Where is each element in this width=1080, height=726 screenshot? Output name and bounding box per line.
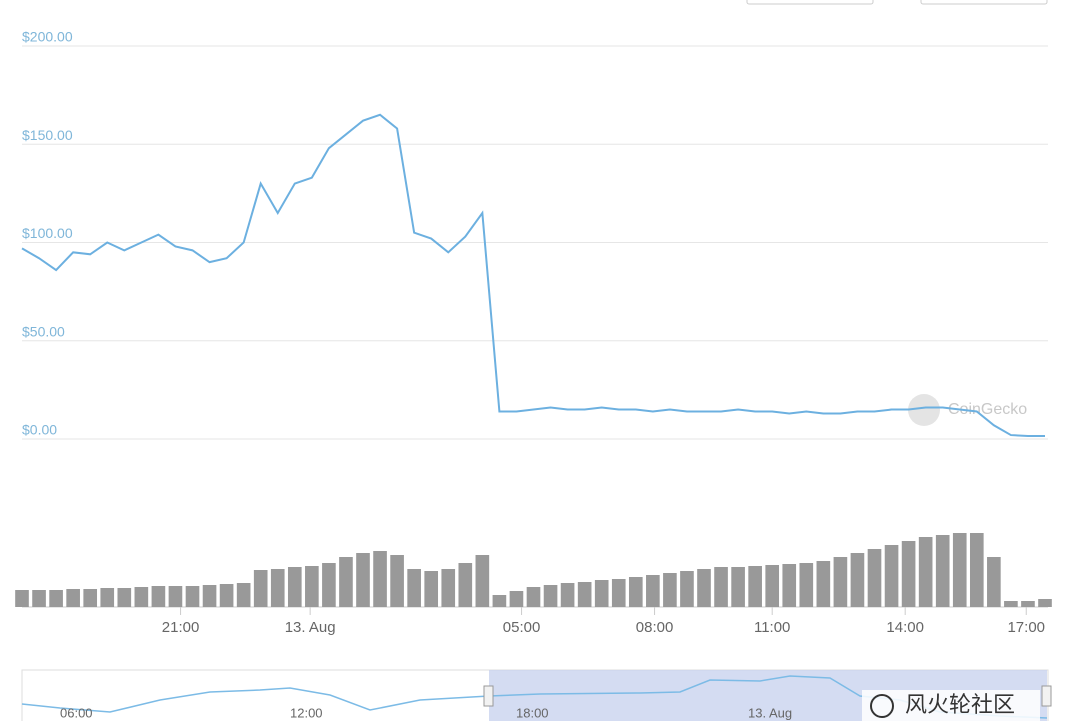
volume-bar (390, 555, 404, 607)
y-tick-label: $100.00 (22, 225, 73, 241)
watermark-logo (908, 394, 940, 426)
volume-bar (305, 566, 319, 607)
volume-bar (49, 590, 63, 607)
range-button[interactable] (746, 0, 874, 5)
navigator-label: 12:00 (290, 705, 323, 720)
volume-bar (918, 537, 933, 607)
x-tick-label: 17:00 (1007, 619, 1045, 636)
volume-bar (850, 553, 865, 607)
overlay-icon (870, 694, 894, 718)
volume-bar (748, 566, 762, 607)
volume-bar (884, 545, 899, 607)
volume-bar (373, 551, 387, 607)
volume-bar (987, 557, 1001, 607)
volume-bar (680, 571, 694, 607)
volume-bar (560, 583, 575, 607)
volume-bar (134, 587, 149, 607)
volume-bar (32, 590, 46, 607)
overlay-bg (862, 690, 1040, 721)
volume-bar (236, 583, 251, 607)
volume-bar (935, 535, 950, 607)
volume-bar (526, 587, 541, 607)
volume-bar (458, 563, 473, 607)
volume-bar (117, 588, 132, 607)
volume-bar (577, 582, 592, 607)
y-tick-label: $200.00 (22, 29, 73, 45)
range-button[interactable] (920, 0, 1048, 5)
volume-bar (782, 564, 797, 607)
volume-bar (322, 563, 336, 607)
volume-bar (219, 584, 234, 607)
overlay-text: 风火轮社区 (905, 692, 1015, 717)
volume-bar (594, 580, 609, 607)
volume-bar (66, 589, 80, 607)
volume-bar (407, 569, 421, 607)
volume-bar (441, 569, 456, 607)
volume-bar (202, 585, 217, 607)
y-tick-label: $150.00 (22, 127, 73, 143)
volume-bar (100, 588, 115, 607)
volume-bar (799, 563, 814, 607)
volume-bar (697, 569, 711, 607)
navigator-label: 13. Aug (748, 705, 792, 720)
volume-bar (952, 533, 967, 607)
volume-bar (731, 567, 745, 607)
volume-bar (253, 570, 268, 607)
x-tick-label: 05:00 (503, 619, 541, 636)
x-tick-label: 11:00 (754, 619, 790, 636)
volume-bar (356, 553, 370, 607)
volume-bar (833, 557, 848, 607)
volume-bar (424, 571, 439, 607)
x-tick-label: 13. Aug (285, 619, 336, 636)
volume-bar (1038, 599, 1052, 607)
volume-bar (1004, 601, 1018, 607)
volume-bar (969, 533, 984, 607)
volume-bar (151, 586, 166, 607)
navigator-handle[interactable] (1041, 685, 1052, 707)
volume-bar (509, 591, 524, 607)
volume-bar (492, 595, 507, 607)
volume-bar (270, 569, 285, 607)
volume-bar (867, 549, 882, 607)
volume-bar (168, 586, 183, 607)
volume-bar (83, 589, 98, 607)
navigator-handle[interactable] (483, 685, 494, 707)
price-line (21, 113, 1045, 438)
volume-bar (287, 567, 302, 607)
x-tick-label: 08:00 (636, 619, 674, 636)
volume-bar (543, 585, 558, 607)
volume-bar (15, 590, 29, 607)
watermark: CoinGecko (948, 401, 1027, 418)
volume-bar (475, 555, 490, 607)
volume-bar (339, 557, 353, 607)
volume-bar (765, 565, 780, 607)
volume-bar (714, 567, 728, 607)
volume-bar (663, 573, 677, 607)
x-tick-label: 21:00 (162, 619, 200, 636)
y-tick-label: $50.00 (22, 323, 65, 339)
volume-bar (185, 586, 200, 607)
navigator-label: 18:00 (516, 705, 549, 720)
volume-bar (611, 579, 626, 607)
volume-bar (816, 561, 831, 607)
navigator-label: 06:00 (60, 705, 93, 720)
volume-bar (628, 577, 643, 607)
volume-bar (646, 575, 660, 607)
volume-bar (901, 541, 916, 607)
y-tick-label: $0.00 (22, 422, 57, 438)
x-tick-label: 14:00 (886, 619, 924, 636)
volume-bar (1021, 601, 1035, 607)
